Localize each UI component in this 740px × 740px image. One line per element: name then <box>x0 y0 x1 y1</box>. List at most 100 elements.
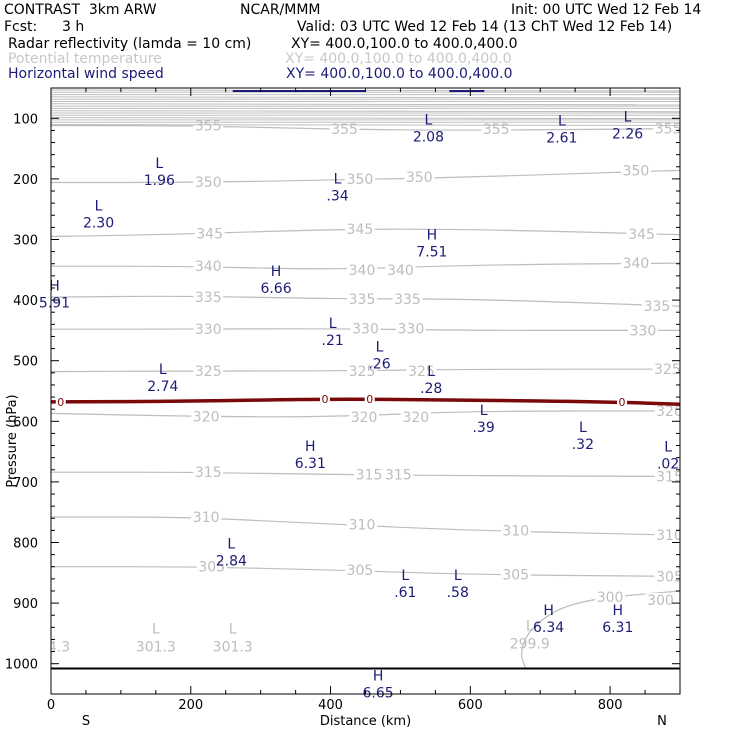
wind-extremum-value: .02 <box>657 457 679 473</box>
wind-extremum-marker: L <box>155 156 163 172</box>
theta-contour-label: 315 <box>356 468 383 484</box>
wind-extremum-value: .32 <box>572 437 594 453</box>
upper-theta-line <box>51 110 680 113</box>
y-tick-label: 100 <box>13 112 38 127</box>
wind-extremum-marker: H <box>271 264 282 280</box>
field-wind-xy: XY= 400.0,100.0 to 400.0,400.0 <box>286 66 513 82</box>
forecast-hour-label: Fcst: <box>4 19 38 35</box>
wind-extremum-value: 2.26 <box>612 126 643 142</box>
y-tick-label: 1000 <box>5 658 38 673</box>
reflectivity-label-bg <box>364 392 375 405</box>
theta-contour-label: 305 <box>198 560 225 576</box>
upper-theta-line <box>51 117 680 120</box>
theta-contour-label: 300 <box>597 590 624 606</box>
wind-extremum-value: .39 <box>472 420 494 436</box>
theta-contour-label: 305 <box>502 568 529 584</box>
reflectivity-contour-label: 0 <box>57 396 64 409</box>
theta-contour-label: 320 <box>351 410 378 426</box>
wind-extremum-value: .26 <box>368 357 390 373</box>
theta-contour-300 <box>521 590 680 671</box>
field-reflectivity-name: Radar reflectivity (lamda = 10 cm) <box>8 36 252 52</box>
wind-extremum-marker: L <box>376 340 384 356</box>
theta-label-bg <box>654 403 680 418</box>
theta-contour-label: 345 <box>628 227 655 243</box>
theta-label-bg <box>406 364 437 379</box>
theta-label-bg <box>196 559 227 574</box>
reflectivity-contour-line <box>51 397 680 407</box>
stratosphere-contour-band <box>51 89 680 126</box>
theta-contour-label: 305 <box>656 569 683 585</box>
wind-extremum-value: .21 <box>322 333 344 349</box>
upper-theta-line <box>51 103 680 106</box>
wind-extremum-marker: L <box>159 362 167 378</box>
theta-contour-label: 315 <box>195 465 222 481</box>
organization-label: NCAR/MMM <box>240 2 321 18</box>
theta-contour-label: 310 <box>193 510 220 526</box>
x-tick-label: 600 <box>458 698 483 713</box>
theta-contour-label: 325 <box>349 364 376 380</box>
theta-contour-label: 335 <box>394 292 421 308</box>
wind-extremum-marker: L <box>579 420 587 436</box>
theta-label-bg <box>620 256 651 271</box>
theta-extrema: 4.3 L 301.3 L 301.3 L 299.9 <box>48 619 550 656</box>
init-time: Init: 00 UTC Wed 12 Feb 14 <box>511 2 702 18</box>
theta-label-bg <box>641 299 672 314</box>
wind-extremum-value: .61 <box>394 585 416 601</box>
theta-contour-315 <box>51 471 680 477</box>
reflectivity-label-bg <box>55 395 66 408</box>
x-tick-label: 800 <box>598 698 623 713</box>
theta-contour-label: 310 <box>656 528 683 544</box>
wind-extremum-value: .28 <box>420 381 442 397</box>
theta-label-bg <box>353 467 384 482</box>
theta-contour-label: 330 <box>630 323 657 339</box>
wind-extremum-marker: L <box>329 316 337 332</box>
theta-contour-label: 325 <box>654 362 681 378</box>
wind-extremum-value: 2.84 <box>216 554 247 570</box>
wind-extremum-marker: L <box>95 198 103 214</box>
theta-label-bg <box>500 523 531 538</box>
reflectivity-contour-label: 0 <box>618 396 625 409</box>
upper-theta-line <box>51 124 680 126</box>
x-tick-label: 200 <box>178 698 203 713</box>
forecast-hour-value: 3 h <box>62 19 85 35</box>
theta-contour-label: 330 <box>352 322 379 338</box>
theta-contour-label: 355 <box>195 119 222 135</box>
y-tick-label: 800 <box>13 537 38 552</box>
wind-extremum-value: 7.51 <box>416 245 447 261</box>
y-axis-label: Pressure (hPa) <box>5 394 20 487</box>
field-reflectivity-xy: XY= 400.0,100.0 to 400.0,400.0 <box>291 36 518 52</box>
theta-label-bg <box>193 174 224 189</box>
theta-extremum-value: 301.3 <box>136 640 176 656</box>
theta-contour-label: 325 <box>408 364 435 380</box>
theta-contour-label: 310 <box>349 517 376 533</box>
wind-extremum-marker: L <box>480 403 488 419</box>
theta-extremum-marker: L <box>526 619 534 635</box>
theta-label-bg <box>392 291 423 306</box>
wind-extremum-marker: H <box>613 603 624 619</box>
theta-label-bg <box>347 262 378 277</box>
theta-label-bg <box>654 528 680 543</box>
theta-label-bg <box>347 364 378 379</box>
theta-label-bg <box>627 323 658 338</box>
wind-extremum-marker: H <box>427 228 438 244</box>
theta-contour-label: 355 <box>483 122 510 138</box>
theta-label-bg <box>191 409 222 424</box>
wind-extremum-value: 6.34 <box>533 620 564 636</box>
theta-label-bg <box>193 259 224 274</box>
theta-label-bg <box>347 517 378 532</box>
theta-contour-label: 350 <box>195 175 222 191</box>
theta-label-bg <box>191 510 222 525</box>
theta-contour-label: 345 <box>196 226 223 242</box>
theta-label-bg <box>645 593 676 608</box>
theta-contour-label: 355 <box>331 122 358 138</box>
wind-extremum-value: 2.74 <box>147 379 178 395</box>
theta-contour-label: 300 <box>647 593 674 609</box>
theta-label-bg <box>344 222 375 237</box>
theta-contour-label: 350 <box>347 172 374 188</box>
theta-extremum-value: 4.3 <box>48 640 70 656</box>
valid-time: Valid: 03 UTC Wed 12 Feb 14 (13 ChT Wed … <box>297 19 673 35</box>
wind-extremum-marker: L <box>401 568 409 584</box>
wind-extremum-value: .34 <box>326 189 348 205</box>
wind-extremum-marker: L <box>427 364 435 380</box>
reflectivity-contour-label: 0 <box>366 393 373 406</box>
